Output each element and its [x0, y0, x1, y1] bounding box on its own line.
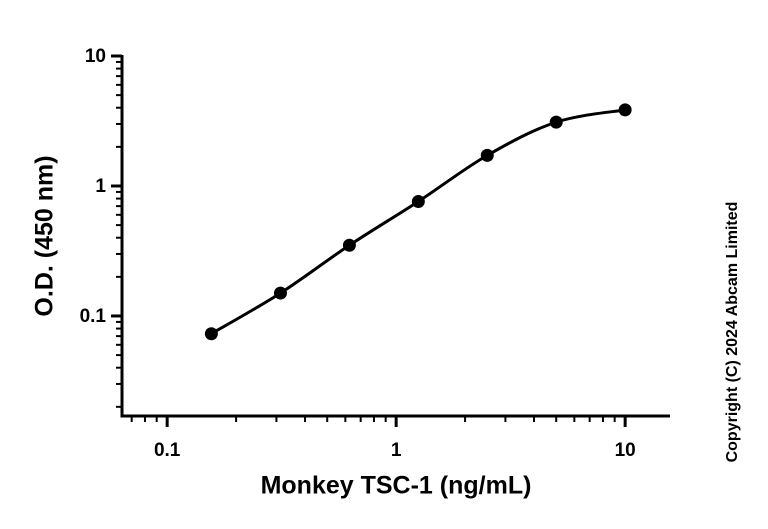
data-point	[549, 115, 563, 129]
x-axis-label: Monkey TSC-1 (ng/mL)	[261, 472, 532, 500]
fit-curve	[210, 108, 626, 336]
data-point	[480, 148, 494, 162]
data-point	[273, 286, 287, 300]
data-point	[411, 194, 425, 208]
y-tick-label: 1	[95, 176, 106, 197]
data-point	[618, 103, 632, 117]
x-tick-label: 0.1	[154, 440, 181, 461]
data-point	[204, 327, 218, 341]
x-tick-label: 1	[391, 440, 402, 461]
x-tick-label: 10	[615, 440, 636, 461]
y-tick-label: 10	[85, 46, 106, 67]
data-point	[342, 238, 356, 252]
y-tick-label: 0.1	[80, 306, 107, 327]
y-axis-label: O.D. (450 nm)	[31, 155, 59, 316]
copyright: Copyright (C) 2024 Abcam Limited	[724, 202, 741, 463]
